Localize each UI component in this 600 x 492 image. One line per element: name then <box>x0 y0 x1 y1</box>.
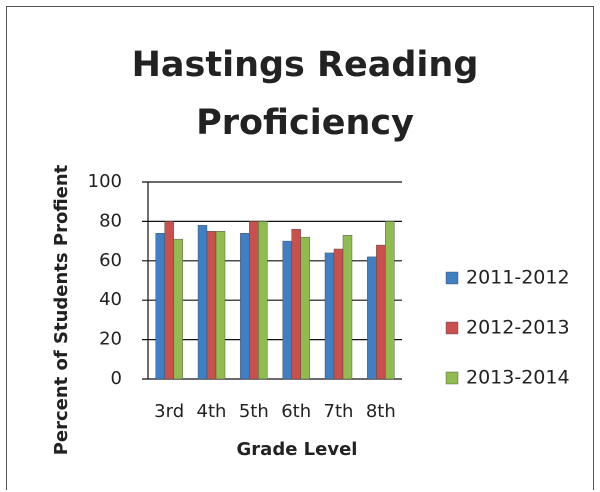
bar <box>291 229 301 380</box>
bar <box>164 221 174 380</box>
y-tick-label: 100 <box>88 171 122 192</box>
legend-label: 2013-2014 <box>466 367 570 389</box>
y-tick-label: 20 <box>99 329 122 350</box>
x-tick-label: 3rd <box>154 401 184 422</box>
bar <box>376 244 386 380</box>
bar <box>300 236 310 380</box>
bar <box>258 221 268 380</box>
bar <box>342 234 353 380</box>
x-axis-label: Grade Level <box>237 439 358 460</box>
x-tick-label: 8th <box>366 401 396 422</box>
legend-label: 2011-2012 <box>466 267 570 289</box>
legend-label: 2012-2013 <box>466 317 570 339</box>
bar <box>333 248 344 380</box>
x-tick-label: 5th <box>239 401 269 422</box>
bar <box>206 231 217 380</box>
legend-swatch <box>445 321 459 335</box>
y-tick-label: 60 <box>99 250 122 271</box>
bar <box>282 240 292 380</box>
bar <box>324 252 335 380</box>
x-tick-label: 4th <box>197 401 227 422</box>
chart-title: Hastings Reading Proficiency <box>131 45 479 143</box>
bar <box>249 221 259 380</box>
bar <box>367 256 377 380</box>
y-tick-label: 0 <box>111 368 122 389</box>
bar <box>173 238 183 380</box>
bar <box>155 233 165 380</box>
bar <box>385 221 395 380</box>
legend-swatch <box>445 271 459 285</box>
y-axis-label: Percent of Students Profient <box>51 164 72 455</box>
x-tick-label: 7th <box>324 401 354 422</box>
y-tick-label: 40 <box>99 289 122 310</box>
legend-swatch <box>445 371 459 385</box>
bar <box>197 225 208 380</box>
x-tick-label: 6th <box>281 401 311 422</box>
bar <box>240 233 250 380</box>
y-tick-label: 80 <box>99 210 122 231</box>
chart-frame <box>6 6 594 490</box>
bar <box>215 231 226 380</box>
